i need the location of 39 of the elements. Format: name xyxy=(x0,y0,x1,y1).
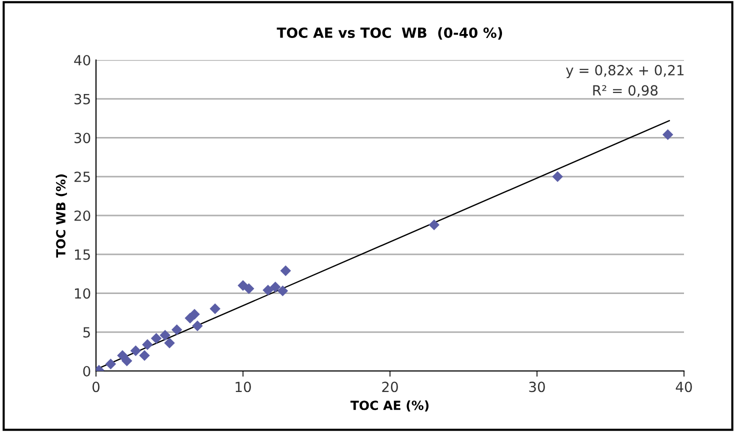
x-tick-label: 40 xyxy=(676,382,692,392)
point xyxy=(262,284,274,296)
x-axis-title: TOC AE (%) xyxy=(350,400,429,412)
point xyxy=(130,345,142,356)
y-tick-label: 40 xyxy=(74,54,90,66)
point xyxy=(142,339,153,350)
point xyxy=(210,303,220,314)
point xyxy=(121,356,132,366)
point xyxy=(150,332,162,344)
point xyxy=(189,308,200,320)
point xyxy=(171,324,182,336)
annotation: y = 0,82x + 0,21 xyxy=(566,64,684,78)
y-tick-label: 5 xyxy=(83,327,90,338)
point xyxy=(280,265,292,276)
point xyxy=(192,320,203,332)
x-tick-label: 0 xyxy=(92,382,100,392)
point xyxy=(164,338,175,348)
point xyxy=(160,330,170,341)
point xyxy=(662,129,674,140)
chart-title: TOC AE vs TOC WB (0-40 %) xyxy=(276,27,502,40)
y-tick-label: 10 xyxy=(74,288,90,299)
x-tick-label: 30 xyxy=(529,382,545,392)
x-tick-label: 10 xyxy=(236,382,251,392)
point xyxy=(139,350,150,361)
annotation: R² = 0,98 xyxy=(593,85,658,98)
y-tick-label: 20 xyxy=(74,210,90,221)
y-tick-label: 30 xyxy=(74,132,90,144)
y-tick-label: 25 xyxy=(74,172,90,182)
y-tick-label: 0 xyxy=(83,366,90,376)
y-axis-title: TOC WB (%) xyxy=(56,174,67,258)
point xyxy=(552,171,563,182)
point xyxy=(277,286,288,296)
point xyxy=(244,283,254,294)
y-tick-label: 35 xyxy=(74,94,90,104)
point xyxy=(105,358,116,370)
y-tick-label: 15 xyxy=(74,250,90,260)
point xyxy=(428,219,440,230)
x-tick-label: 20 xyxy=(382,382,398,392)
point xyxy=(270,282,281,292)
